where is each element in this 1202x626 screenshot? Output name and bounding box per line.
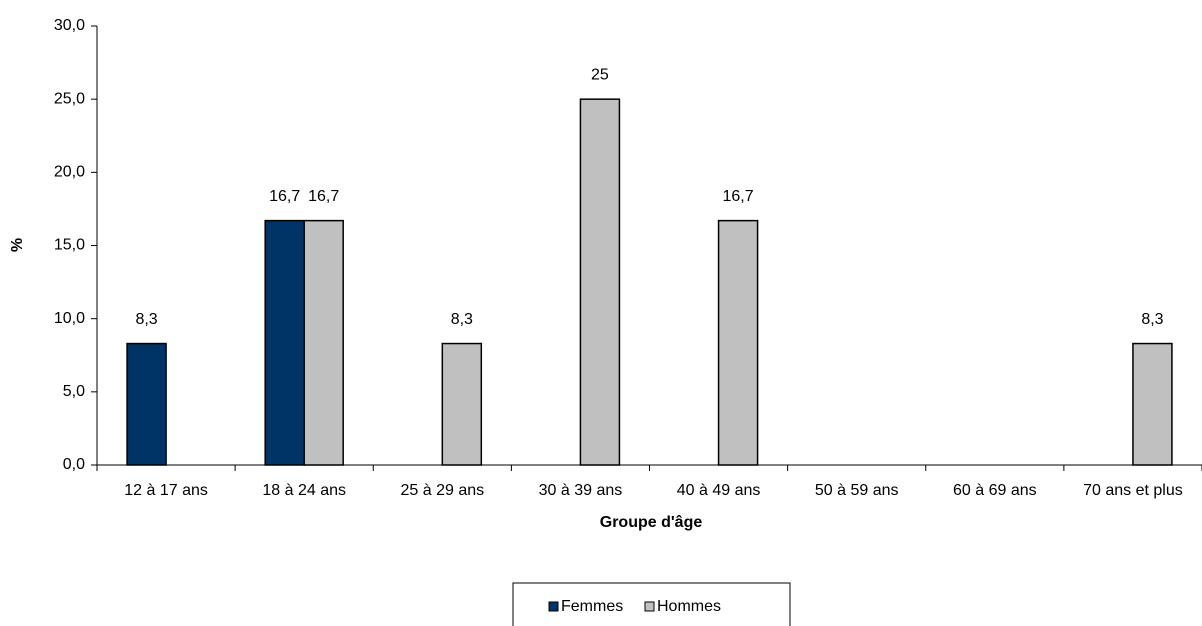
x-tick-label: 50 à 59 ans <box>815 482 899 499</box>
legend-swatch <box>644 601 655 612</box>
bar <box>441 342 483 466</box>
y-tick-label: 20,0 <box>54 164 85 181</box>
x-tick-label: 60 à 69 ans <box>953 482 1037 499</box>
bar <box>264 219 305 466</box>
y-tick-label: 30,0 <box>54 17 85 34</box>
data-label: 8,3 <box>451 311 473 328</box>
y-tick-label: 15,0 <box>54 237 85 254</box>
y-tick-label: 5,0 <box>63 383 85 400</box>
bar <box>1132 342 1173 466</box>
y-axis-title: % <box>9 238 26 252</box>
bar <box>717 219 759 466</box>
x-tick-label: 18 à 24 ans <box>262 482 346 499</box>
x-tick-label: 40 à 49 ans <box>677 482 761 499</box>
x-tick-label: 70 ans et plus <box>1083 482 1183 499</box>
x-axis-title: Groupe d'âge <box>600 514 703 531</box>
x-tick-label: 30 à 39 ans <box>539 482 623 499</box>
y-tick-label: 0,0 <box>63 456 85 473</box>
legend-swatch <box>548 601 559 612</box>
data-label: 8,3 <box>1141 311 1163 328</box>
data-label: 16,7 <box>269 188 300 205</box>
data-label: 8,3 <box>135 311 157 328</box>
x-tick-label: 12 à 17 ans <box>124 482 208 499</box>
y-tick-label: 25,0 <box>54 90 85 107</box>
data-label: 25 <box>591 66 609 83</box>
bar <box>303 219 344 466</box>
legend-label: Hommes <box>657 598 721 615</box>
data-label: 16,7 <box>722 188 753 205</box>
bar <box>579 98 621 466</box>
data-label: 16,7 <box>308 188 339 205</box>
legend-label: Femmes <box>561 598 623 615</box>
y-tick-label: 10,0 <box>54 310 85 327</box>
bar <box>126 342 167 466</box>
x-tick-label: 25 à 29 ans <box>401 482 485 499</box>
